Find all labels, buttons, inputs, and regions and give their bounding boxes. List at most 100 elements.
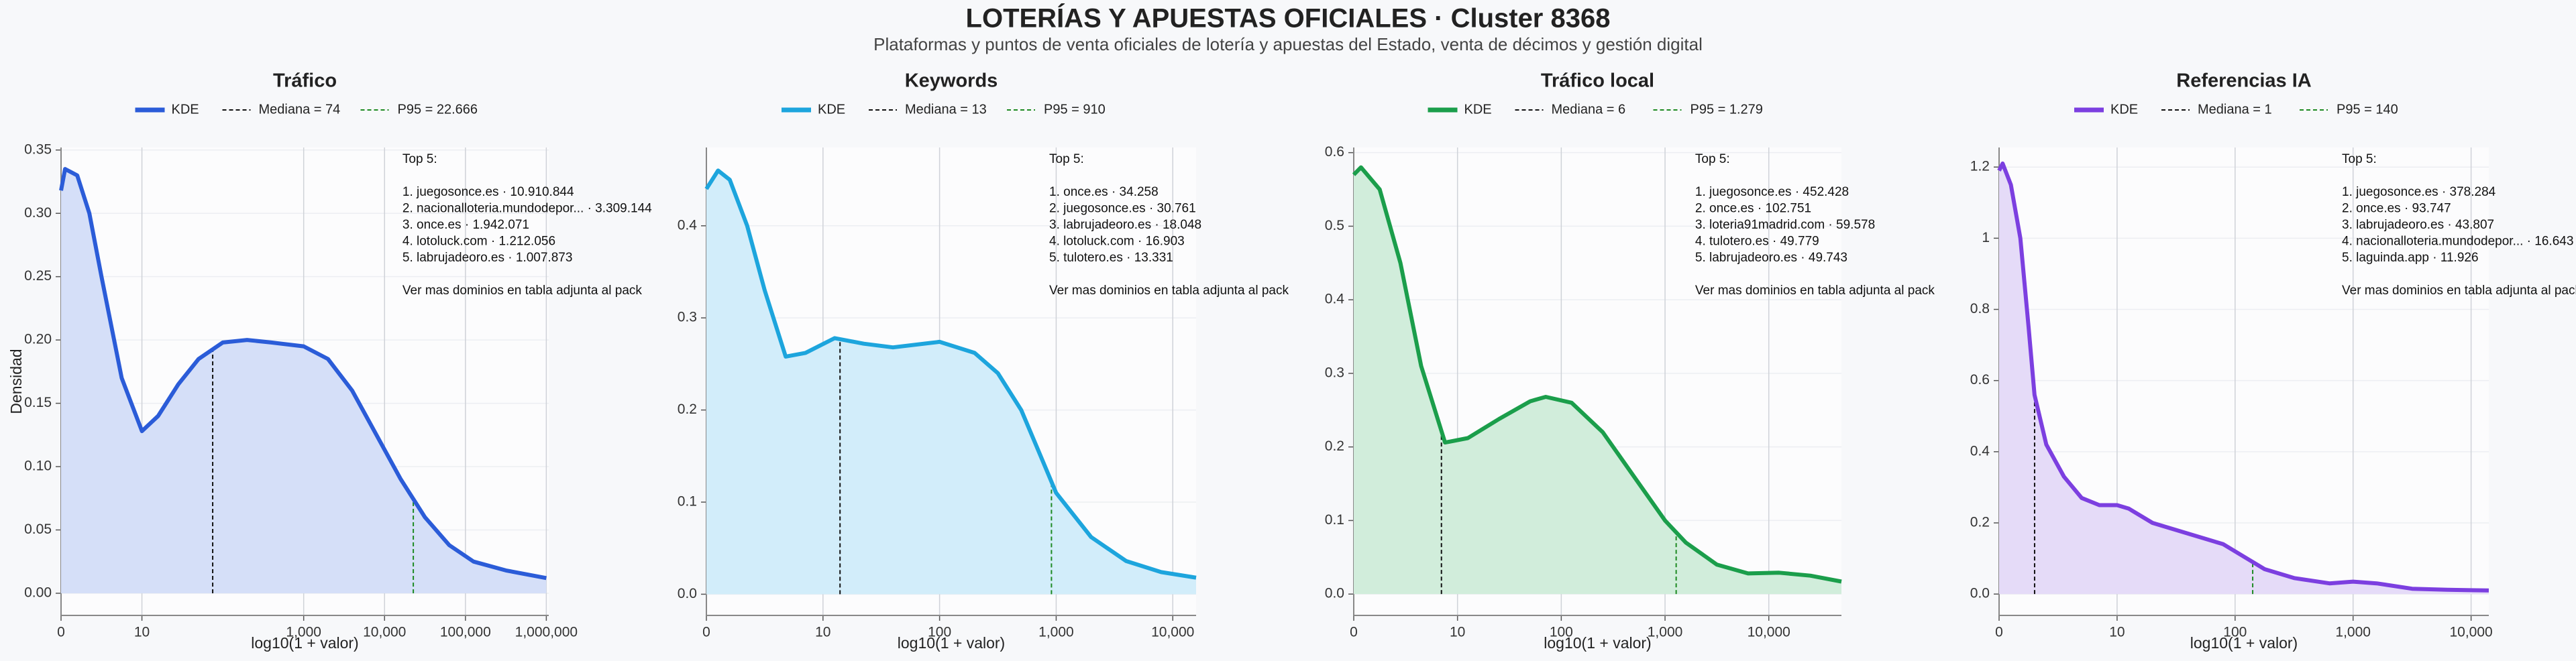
- x-tick-label: 10,000: [363, 625, 406, 640]
- y-tick-label: 1: [1982, 230, 1990, 245]
- y-tick-label: 0.6: [1970, 372, 1990, 387]
- annotation-line: 4. nacionalloteria.mundodepor... · 16.64…: [2342, 235, 2573, 249]
- y-tick-label: 0.00: [24, 585, 52, 600]
- y-tick-label: 0.35: [24, 141, 52, 157]
- annotation-line: 4. tulotero.es · 49.779: [1695, 235, 1819, 249]
- y-tick-label: 0.4: [678, 217, 698, 233]
- kde-area: [706, 170, 1196, 595]
- x-axis-label: log10(1 + valor): [251, 634, 358, 652]
- panel-title: Keywords: [905, 70, 998, 92]
- kde-line: [59, 167, 547, 581]
- y-tick-label: 0.10: [24, 459, 52, 474]
- y-tick-label: 0.25: [24, 268, 52, 284]
- x-tick-label: 10: [134, 625, 150, 640]
- panel: Keywords 0.0 0.1 0.2 0.3 0.4 0 10 100 1,000 10,000…: [678, 70, 1289, 652]
- panel: Referencias IA 0.0 0.2 0.4 0.6 0.8 1 1.2 0 10 100 1…: [1970, 70, 2576, 652]
- y-tick-label: 0.5: [1325, 218, 1344, 233]
- annotation-note: Ver mas dominios en tabla adjunta al pac…: [1049, 284, 1289, 298]
- y-tick-label: 0.3: [678, 310, 697, 325]
- x-axis-label: log10(1 + valor): [2190, 634, 2298, 652]
- x-tick-label: 1,000: [1038, 625, 1074, 640]
- annotation-line: 2. once.es · 93.747: [2342, 202, 2451, 216]
- legend-label: Mediana = 13: [905, 102, 987, 117]
- legend-label: P95 = 140: [2337, 102, 2398, 117]
- x-tick-label: 1,000: [1648, 625, 1683, 640]
- annotation-line: 1. once.es · 34.258: [1049, 185, 1159, 199]
- x-tick-label: 100: [2223, 625, 2247, 640]
- y-tick-label: 0.0: [1970, 586, 1990, 601]
- legend-label: KDE: [2110, 102, 2138, 117]
- y-tick-label: 0.2: [678, 402, 697, 417]
- panel-title: Tráfico local: [1541, 70, 1654, 92]
- y-tick-label: 0.30: [24, 205, 52, 221]
- annotation-line: 3. loteria91madrid.com · 59.578: [1695, 218, 1875, 232]
- annotation-line: 1. juegosonce.es · 452.428: [1695, 185, 1849, 199]
- x-tick-label: 0: [702, 625, 710, 640]
- y-axis-label: Densidad: [7, 349, 25, 414]
- legend-label: P95 = 910: [1044, 102, 1106, 117]
- legend-label: Mediana = 1: [2198, 102, 2272, 117]
- annotation-line: 2. juegosonce.es · 30.761: [1049, 202, 1196, 216]
- legend-label: P95 = 22.666: [398, 102, 478, 117]
- legend-label: Mediana = 6: [1552, 102, 1626, 117]
- legend-label: KDE: [1464, 102, 1492, 117]
- x-tick-label: 1,000: [2335, 625, 2371, 640]
- x-tick-label: 10,000: [1151, 625, 1194, 640]
- annotation-line: 3. labrujadeoro.es · 18.048: [1049, 218, 1201, 232]
- annotation-line: 5. labrujadeoro.es · 49.743: [1695, 251, 1847, 265]
- annotation-line: 2. once.es · 102.751: [1695, 202, 1811, 216]
- y-tick-label: 0.20: [24, 332, 52, 347]
- legend-label: P95 = 1.279: [1690, 102, 1763, 117]
- annotation-line: 1. juegosonce.es · 10.910.844: [402, 185, 574, 199]
- panel: Tráfico local 0.0 0.1 0.2 0.3 0.4 0.5 0.6 0 10 100…: [1325, 70, 1935, 652]
- annotation-title: Top 5:: [402, 152, 437, 166]
- annotation-line: 3. labrujadeoro.es · 43.807: [2342, 218, 2494, 232]
- annotation-line: 5. labrujadeoro.es · 1.007.873: [402, 251, 573, 265]
- page-title: LOTERÍAS Y APUESTAS OFICIALES · Cluster …: [966, 3, 1611, 34]
- y-tick-label: 0.05: [24, 522, 52, 537]
- x-tick-label: 10: [815, 625, 830, 640]
- kde-line: [1352, 165, 1842, 584]
- x-tick-label: 10,000: [2449, 625, 2492, 640]
- y-tick-label: 0.1: [678, 494, 697, 509]
- annotation-line: 2. nacionalloteria.mundodepor... · 3.309…: [402, 202, 652, 216]
- x-tick-label: 0: [57, 625, 65, 640]
- x-tick-label: 0: [1350, 625, 1358, 640]
- x-tick-label: 10: [1450, 625, 1465, 640]
- annotation-line: 3. once.es · 1.942.071: [402, 218, 529, 232]
- y-tick-label: 0.15: [24, 395, 52, 410]
- x-tick-label: 100: [1550, 625, 1573, 640]
- x-tick-label: 10: [2109, 625, 2125, 640]
- annotation-title: Top 5:: [1695, 152, 1730, 166]
- page-subtitle: Plataformas y puntos de venta oficiales …: [873, 34, 1703, 54]
- x-tick-label: 100: [928, 625, 951, 640]
- kde-area: [61, 169, 547, 593]
- y-tick-label: 0.4: [1325, 292, 1345, 307]
- annotation-line: 1. juegosonce.es · 378.284: [2342, 185, 2496, 199]
- legend-label: KDE: [172, 102, 199, 117]
- annotation-line: 5. laguinda.app · 11.926: [2342, 251, 2479, 265]
- y-tick-label: 0.1: [1325, 512, 1344, 528]
- y-tick-label: 0.2: [1325, 438, 1344, 454]
- panel-title: Tráfico: [273, 70, 337, 92]
- x-tick-label: 1,000: [286, 625, 321, 640]
- y-tick-label: 0.3: [1325, 365, 1344, 380]
- y-tick-label: 1.2: [1970, 159, 1990, 174]
- kde-area: [1999, 163, 2489, 595]
- y-tick-label: 0.0: [1325, 586, 1344, 601]
- y-tick-label: 0.0: [678, 586, 697, 601]
- kde-area: [1354, 167, 1841, 595]
- panel-title: Referencias IA: [2176, 70, 2312, 92]
- kde-line: [1997, 161, 2489, 593]
- y-tick-label: 0.6: [1325, 144, 1344, 160]
- annotation-title: Top 5:: [1049, 152, 1084, 166]
- annotation-note: Ver mas dominios en tabla adjunta al pac…: [402, 284, 642, 298]
- x-tick-label: 1,000,000: [515, 625, 578, 640]
- x-tick-label: 10,000: [1748, 625, 1790, 640]
- annotation-line: 4. lotoluck.com · 16.903: [1049, 235, 1185, 249]
- legend-label: Mediana = 74: [259, 102, 341, 117]
- y-tick-label: 0.4: [1970, 443, 1990, 459]
- annotation-title: Top 5:: [2342, 152, 2377, 166]
- annotation-note: Ver mas dominios en tabla adjunta al pac…: [2342, 284, 2576, 298]
